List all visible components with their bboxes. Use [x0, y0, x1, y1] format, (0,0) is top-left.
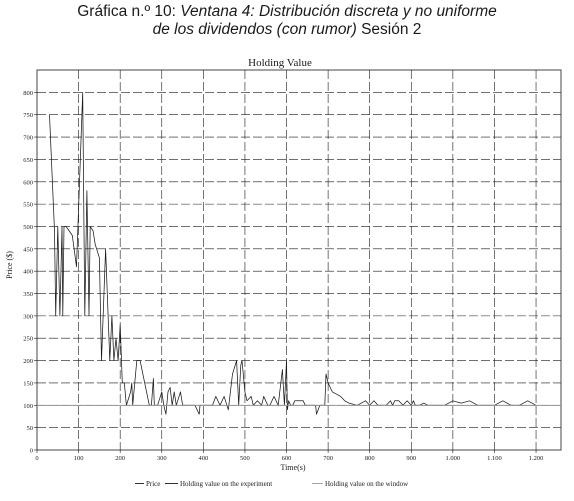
caption-italic-1: Ventana 4: Distribución discreta y no un…	[180, 3, 497, 20]
x-tick-label: 200	[115, 455, 125, 462]
chart-title: Holding Value	[248, 57, 312, 69]
y-axis-ticks: 0 50 100 150 200 250 300 350 400 450 500 550 600 650 7…	[23, 90, 37, 455]
y-tick-label: 100	[23, 403, 33, 410]
y-tick-label: 500	[23, 224, 33, 231]
legend: Price Holding value on the experiment Hold…	[135, 480, 409, 488]
x-tick-label: 800	[365, 455, 375, 462]
y-tick-label: 150	[23, 380, 33, 387]
caption-prefix: Gráfica n.º 10:	[77, 3, 181, 20]
y-tick-label: 400	[23, 269, 33, 276]
series-layer	[37, 92, 561, 415]
y-tick-label: 200	[23, 358, 33, 365]
legend-label: Holding value on the experiment	[180, 480, 272, 488]
x-tick-label: 1.100	[487, 455, 502, 462]
caption-suffix: Sesión 2	[356, 21, 422, 38]
y-tick-label: 800	[23, 90, 33, 97]
gridlines	[37, 70, 561, 450]
x-tick-label: 1.200	[529, 455, 544, 462]
y-tick-label: 0	[30, 448, 33, 455]
x-tick-label: 400	[198, 455, 208, 462]
legend-label: Holding value on the window	[325, 480, 409, 488]
plot-frame	[36, 69, 562, 451]
figure-caption-line-2: de los dividendos (con rumor) Sesión 2	[0, 20, 574, 40]
y-tick-label: 650	[23, 157, 33, 164]
price-series-line	[49, 92, 537, 415]
x-tick-label: 700	[323, 455, 333, 462]
y-axis-label: Price ($)	[5, 251, 14, 279]
y-tick-label: 600	[23, 179, 33, 186]
x-tick-label: 1.000	[446, 455, 461, 462]
x-axis-ticks: 0 100 200 300 400 500 600 700 800 900 1.000 1.100 1.…	[35, 450, 543, 462]
x-tick-label: 900	[406, 455, 416, 462]
x-axis-label: Time(s)	[280, 463, 305, 472]
caption-italic-2: de los dividendos (con rumor)	[152, 21, 357, 38]
figure-caption-line-1: Gráfica n.º 10: Ventana 4: Distribución …	[0, 2, 574, 22]
y-tick-label: 750	[23, 112, 33, 119]
y-tick-label: 250	[23, 336, 33, 343]
y-tick-label: 50	[27, 425, 34, 432]
legend-label: Price	[146, 480, 160, 488]
y-tick-label: 550	[23, 202, 33, 209]
x-tick-label: 100	[74, 455, 84, 462]
y-tick-label: 300	[23, 313, 33, 320]
x-tick-label: 600	[282, 455, 292, 462]
y-tick-label: 700	[23, 135, 33, 142]
x-tick-label: 0	[35, 455, 38, 462]
y-tick-label: 350	[23, 291, 33, 298]
y-tick-label: 450	[23, 246, 33, 253]
x-tick-label: 300	[157, 455, 167, 462]
x-tick-label: 500	[240, 455, 250, 462]
